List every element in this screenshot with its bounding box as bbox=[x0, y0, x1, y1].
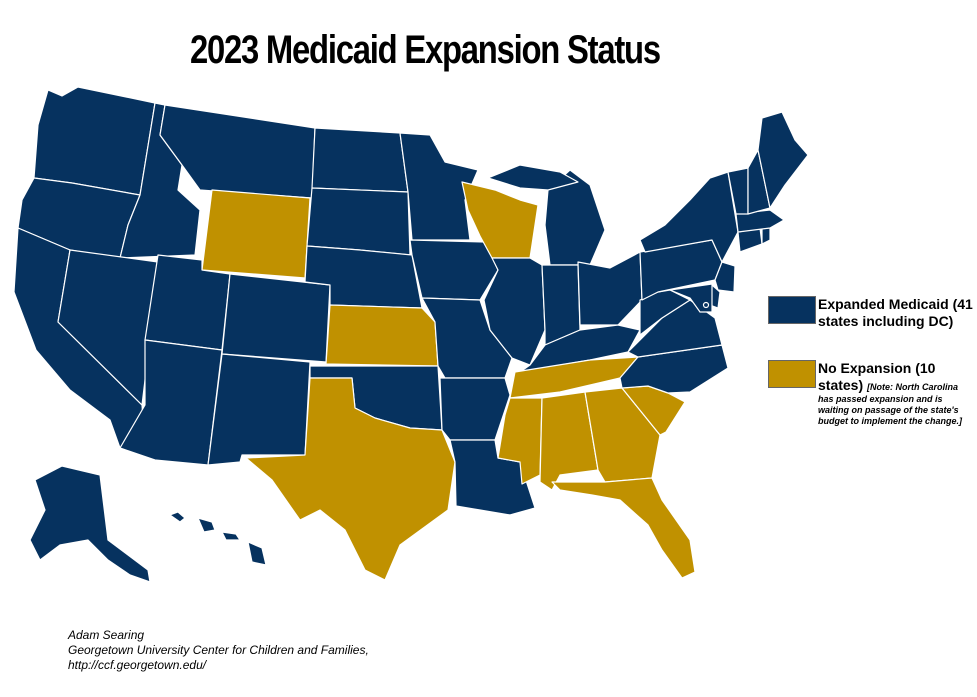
legend-note-line4: budget to implement the change.] bbox=[818, 416, 963, 426]
state-ME[interactable] bbox=[757, 111, 809, 209]
legend-note-line1: [Note: North Carolina bbox=[867, 382, 959, 392]
legend-swatch-no-expansion bbox=[768, 360, 816, 388]
credit-author: Adam Searing bbox=[68, 628, 145, 642]
state-SD[interactable] bbox=[306, 187, 411, 256]
state-WA[interactable] bbox=[33, 86, 156, 196]
state-IL[interactable] bbox=[483, 257, 546, 366]
state-FL[interactable] bbox=[551, 477, 696, 579]
state-KS[interactable] bbox=[325, 304, 439, 367]
legend-no-expansion-line1: No Expansion (10 bbox=[818, 360, 936, 376]
credit-url: http://ccf.georgetown.edu/ bbox=[68, 658, 207, 672]
legend-expanded-line1: Expanded Medicaid (41 bbox=[818, 296, 973, 312]
legend-no-expansion-line2-row: states) [Note: North Carolina bbox=[818, 377, 962, 394]
state-NM[interactable] bbox=[207, 353, 311, 466]
state-DC[interactable] bbox=[702, 301, 710, 309]
state-NJ[interactable] bbox=[714, 261, 736, 293]
state-MI-UP[interactable] bbox=[487, 164, 579, 191]
state-MI[interactable] bbox=[544, 169, 606, 266]
credit-org: Georgetown University Center for Childre… bbox=[68, 643, 369, 657]
state-ND[interactable] bbox=[311, 127, 409, 193]
state-MN[interactable] bbox=[399, 132, 479, 241]
legend-note-line3: waiting on passage of the state's bbox=[818, 405, 959, 415]
state-HI[interactable] bbox=[169, 511, 267, 566]
state-NY[interactable] bbox=[639, 171, 739, 263]
legend-label-no-expansion: No Expansion (10 states) [Note: North Ca… bbox=[818, 360, 962, 427]
legend-note-line2: has passed expansion and is bbox=[818, 394, 943, 404]
state-AK[interactable] bbox=[29, 465, 151, 583]
legend-swatch-expanded bbox=[768, 296, 816, 324]
state-NV[interactable] bbox=[57, 249, 159, 406]
state-LA[interactable] bbox=[449, 439, 536, 516]
state-MA[interactable] bbox=[735, 209, 785, 233]
legend-expanded-line2: states including DC) bbox=[818, 313, 954, 329]
legend-no-expansion-line2: states) bbox=[818, 377, 864, 393]
legend-label-expanded: Expanded Medicaid (41 states including D… bbox=[818, 296, 973, 330]
state-WY[interactable] bbox=[201, 189, 311, 279]
state-CO[interactable] bbox=[221, 273, 331, 363]
state-AR[interactable] bbox=[439, 377, 511, 441]
state-TX[interactable] bbox=[245, 377, 456, 581]
state-MD[interactable] bbox=[669, 283, 713, 313]
state-MT[interactable] bbox=[159, 104, 316, 199]
credit: Adam Searing Georgetown University Cente… bbox=[68, 628, 369, 673]
state-RI[interactable] bbox=[761, 227, 771, 245]
state-IA[interactable] bbox=[409, 239, 499, 301]
